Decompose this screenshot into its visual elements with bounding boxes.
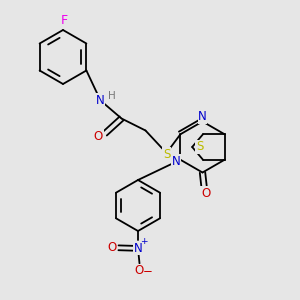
Text: O: O [201, 187, 210, 200]
Text: N: N [172, 155, 180, 168]
Text: S: S [196, 140, 203, 154]
Text: O: O [107, 241, 116, 254]
Text: O: O [94, 130, 103, 143]
Text: O: O [135, 264, 144, 278]
Text: N: N [198, 110, 207, 124]
Text: N: N [134, 242, 142, 255]
Text: F: F [61, 14, 68, 28]
Text: H: H [108, 91, 116, 101]
Text: −: − [143, 265, 153, 278]
Text: +: + [140, 237, 147, 246]
Text: S: S [163, 148, 170, 161]
Text: N: N [96, 94, 105, 107]
